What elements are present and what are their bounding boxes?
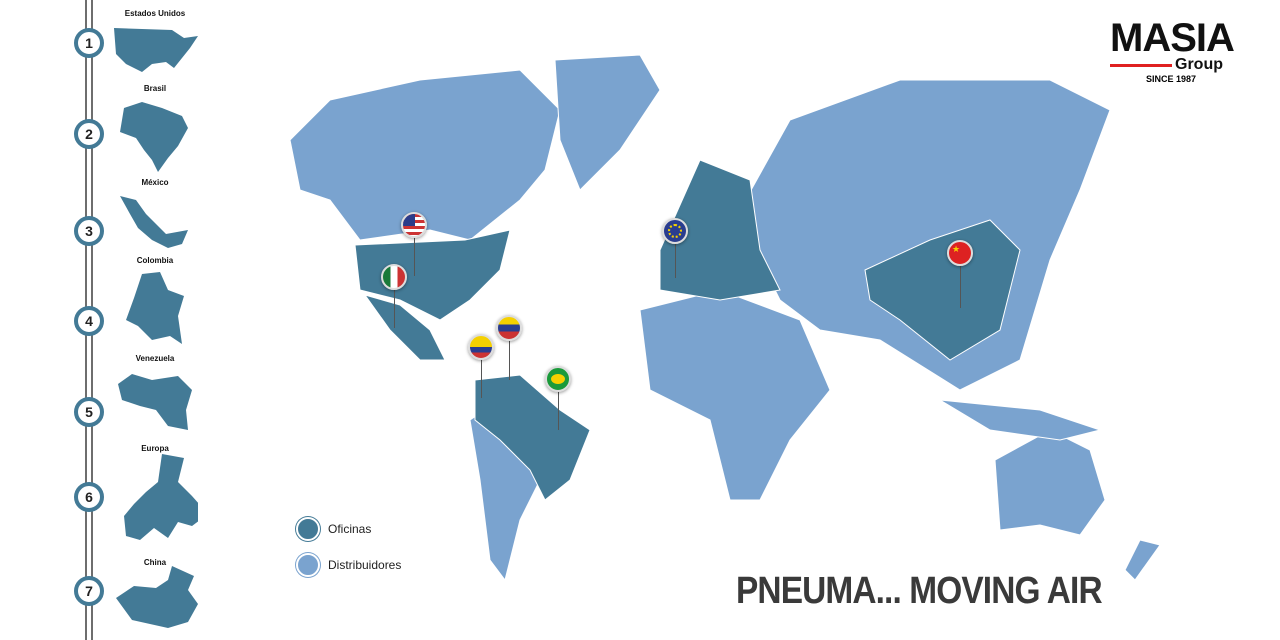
country-label: Venezuela xyxy=(135,354,175,363)
offices-swatch xyxy=(296,517,320,541)
step-2: 2 xyxy=(74,119,104,149)
europe-shape xyxy=(124,454,198,540)
usa xyxy=(354,229,511,321)
world-map xyxy=(289,54,1161,582)
brazil-shape xyxy=(120,102,188,172)
logo-bar xyxy=(1110,63,1172,67)
new-zealand xyxy=(1124,539,1161,581)
mexico-shape xyxy=(120,196,188,248)
eu-flag-pin[interactable] xyxy=(662,218,688,244)
legend-offices: Oficinas xyxy=(296,517,371,541)
slogan: PNEUMA... MOVING AIR xyxy=(736,570,1103,612)
logo-group: Group xyxy=(1175,56,1223,73)
venezuela-flag-pin[interactable] xyxy=(496,315,522,341)
china-flag-pin[interactable]: ★ xyxy=(947,240,973,266)
mexico xyxy=(363,294,446,361)
step-4: 4 xyxy=(74,306,104,336)
logo-name: MASIA xyxy=(1110,16,1235,60)
legend-label: Oficinas xyxy=(328,522,372,536)
step-1: 1 xyxy=(74,28,104,58)
australia xyxy=(994,429,1106,536)
colombia-shape xyxy=(126,272,184,344)
step-5: 5 xyxy=(74,397,104,427)
country-label: Brasil xyxy=(143,84,167,93)
country-label: Colombia xyxy=(136,256,174,265)
logo-since: SINCE 1987 xyxy=(1146,74,1197,84)
china-shape xyxy=(116,566,198,628)
country-label: Europa xyxy=(141,444,169,453)
indonesia xyxy=(939,399,1102,441)
distributors-swatch xyxy=(296,553,320,577)
mexico-flag-pin[interactable] xyxy=(381,264,407,290)
usa-shape xyxy=(114,28,198,72)
china xyxy=(864,219,1021,361)
legend-label: Distribuidores xyxy=(328,558,402,572)
venezuela-shape xyxy=(118,374,192,430)
usa-flag-pin[interactable] xyxy=(401,212,427,238)
asia xyxy=(739,79,1111,391)
north-america xyxy=(289,69,561,241)
step-6: 6 xyxy=(74,482,104,512)
masia-logo: MASIA Group SINCE 1987 xyxy=(1110,18,1245,84)
colombia-venezuela-brazil xyxy=(474,374,591,501)
country-label: China xyxy=(143,558,167,567)
europe xyxy=(659,159,781,301)
colombia-flag-pin[interactable] xyxy=(468,334,494,360)
country-label: Estados Unidos xyxy=(124,9,186,18)
country-label: México xyxy=(141,178,169,187)
step-7: 7 xyxy=(74,576,104,606)
brazil-flag-pin[interactable] xyxy=(545,366,571,392)
step-3: 3 xyxy=(74,216,104,246)
legend-distributors: Distribuidores xyxy=(296,553,401,577)
africa xyxy=(639,289,831,501)
greenland xyxy=(554,54,661,191)
